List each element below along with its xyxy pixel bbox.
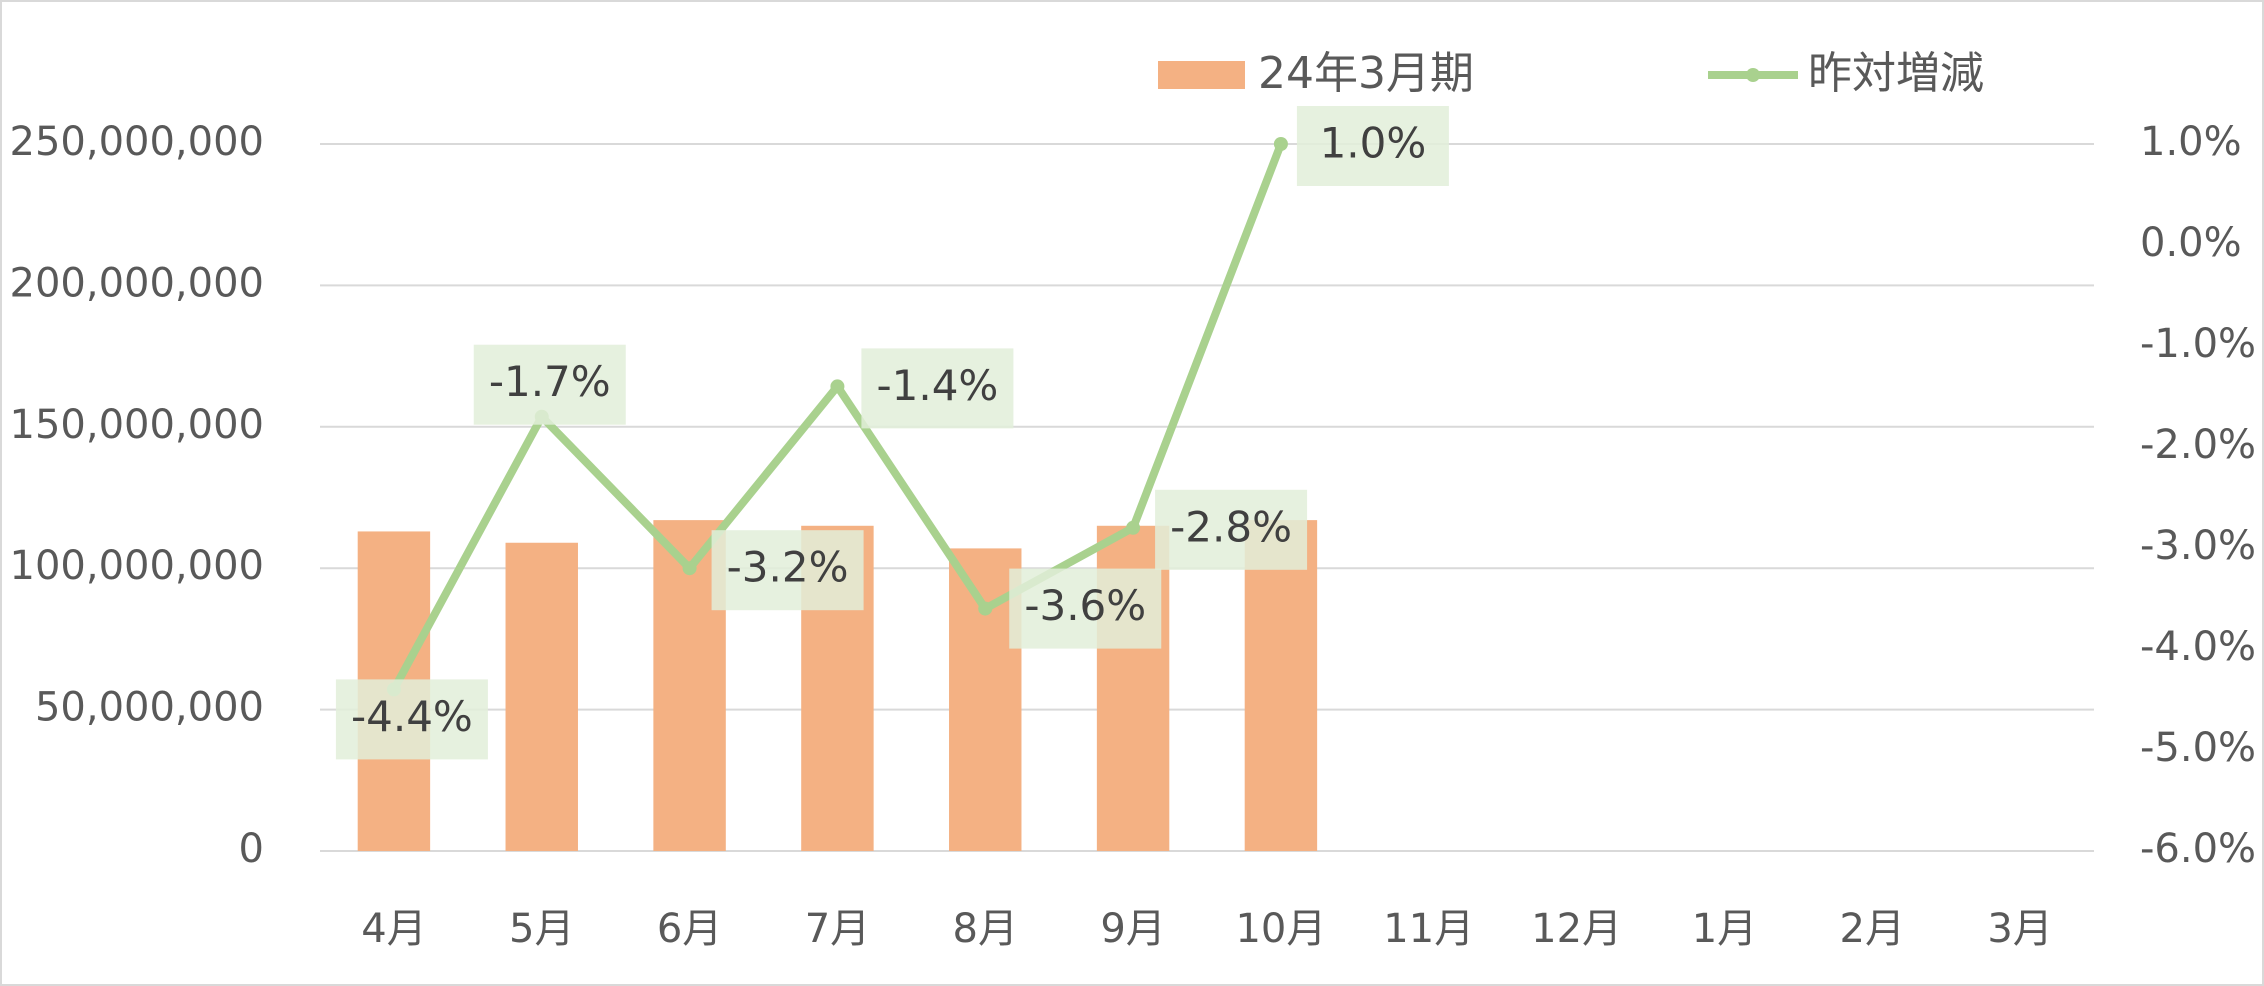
data-label: -1.4% [876,361,998,410]
x-tick-label: 10月 [1235,906,1326,952]
data-label-box [473,344,626,425]
x-tick-label: 11月 [1383,906,1474,952]
data-label: -1.7% [489,357,611,406]
bar [1244,520,1318,851]
legend-label: 24年3月期 [1258,48,1474,99]
y-tick-label: 250,000,000 [10,119,264,165]
x-tick-label: 9月 [1100,906,1165,952]
data-label: -3.2% [727,543,849,592]
y2-tick-label: -1.0% [2140,321,2256,367]
x-tick-label: 7月 [805,906,870,952]
x-tick-label: 12月 [1531,906,1622,952]
y-tick-label: 150,000,000 [10,402,264,448]
x-tick-label: 6月 [657,906,722,952]
data-label-box [1296,106,1449,186]
y-tick-label: 0 [239,826,264,872]
line-marker [1126,520,1141,535]
legend-marker [1746,68,1760,82]
x-tick-label: 2月 [1840,906,1905,952]
y-tick-label: 50,000,000 [35,685,264,731]
legend-swatch [1158,61,1245,89]
y-tick-label: 100,000,000 [10,543,264,589]
y2-tick-label: -4.0% [2140,624,2256,670]
y2-tick-label: -6.0% [2140,826,2256,872]
x-tick-label: 4月 [361,906,426,952]
y2-tick-label: 0.0% [2140,220,2242,266]
bar [505,542,578,851]
data-label: -3.6% [1024,581,1146,630]
x-tick-label: 3月 [1987,906,2052,952]
line-marker [682,561,697,576]
y2-tick-label: -5.0% [2140,725,2256,771]
data-label-box [1009,568,1162,649]
x-tick-label: 8月 [953,906,1018,952]
line-marker [830,379,845,394]
data-label: -2.8% [1170,502,1292,551]
data-label-box [1155,489,1308,570]
y2-tick-label: 1.0% [2140,119,2242,165]
data-label-box [861,348,1014,429]
line-marker [1273,137,1288,151]
legend-label: 昨対増減 [1808,48,1984,99]
y-tick-label: 200,000,000 [10,260,264,306]
data-label: 1.0% [1320,119,1427,168]
data-label-box [335,679,488,760]
data-label: -4.4% [351,692,473,741]
line-marker [978,601,993,616]
y2-tick-label: -3.0% [2140,523,2256,569]
x-tick-label: 1月 [1692,906,1757,952]
x-tick-label: 5月 [509,906,574,952]
data-label-box [711,530,864,611]
y2-tick-label: -2.0% [2140,422,2256,468]
